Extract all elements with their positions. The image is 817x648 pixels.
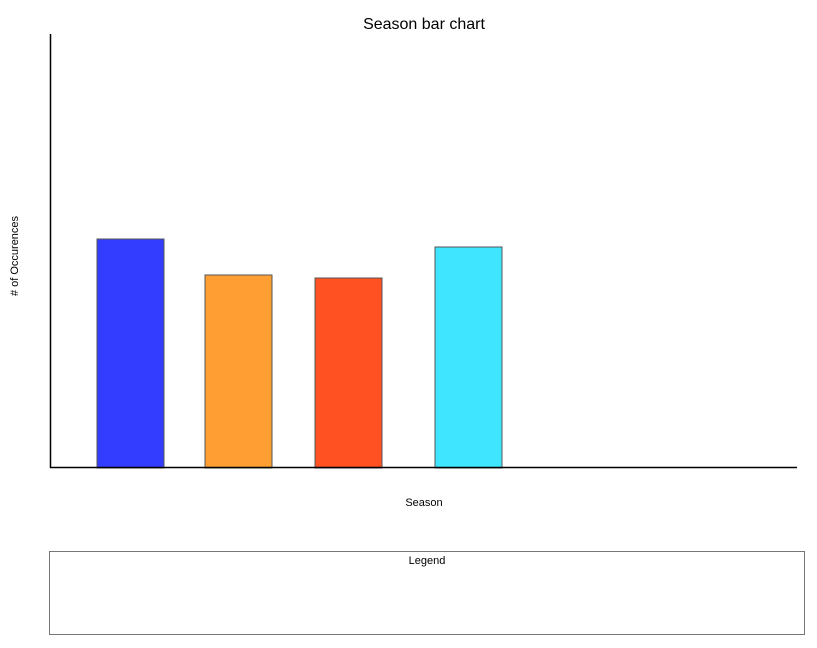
legend-title: Legend	[408, 555, 446, 567]
legend-box: Legend	[49, 551, 805, 635]
y-axis-label: # of Occurences	[9, 215, 21, 297]
bar-4	[434, 246, 503, 469]
chart-title: Season bar chart	[363, 16, 485, 33]
bars-group	[96, 238, 503, 469]
bar-3	[314, 277, 383, 469]
x-axis-label: Season	[405, 497, 443, 509]
bar-1	[96, 238, 165, 469]
bar-2	[204, 274, 273, 469]
